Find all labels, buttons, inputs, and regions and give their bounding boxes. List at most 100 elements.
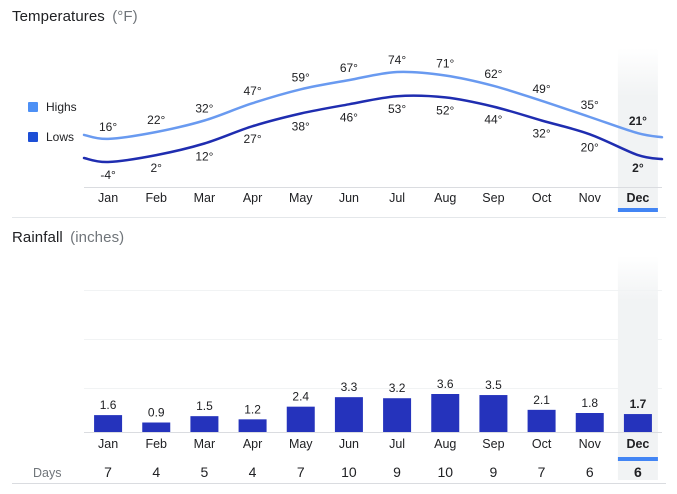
rain-value-label: 1.7 (630, 397, 647, 411)
rain-days-value: 9 (393, 464, 401, 480)
rain-days-value: 10 (341, 464, 357, 480)
month-label-temps[interactable]: Jan (98, 191, 118, 205)
high-temp-label: 74° (388, 53, 406, 67)
rain-value-label: 1.2 (244, 402, 261, 416)
rain-bar[interactable] (286, 406, 315, 432)
month-label-temps[interactable]: Aug (434, 191, 456, 205)
legend-highs-label: Highs (46, 100, 77, 114)
month-label-temps[interactable]: Jun (339, 191, 359, 205)
month-label-rain[interactable]: Mar (194, 437, 216, 451)
rainfall-unit-text: (inches) (70, 229, 125, 246)
temperatures-unit-text: (°F) (112, 8, 138, 25)
highs-line (82, 70, 664, 141)
high-temp-label: 16° (99, 120, 117, 134)
month-label-rain[interactable]: Sep (482, 437, 504, 451)
high-temp-label: 35° (581, 98, 599, 112)
rain-days-value: 9 (490, 464, 498, 480)
month-label-temps[interactable]: Sep (482, 191, 504, 205)
low-temp-label: 38° (292, 120, 310, 134)
month-label-rain[interactable]: Apr (243, 437, 262, 451)
selected-month-underline-rain (617, 457, 658, 461)
rain-bar[interactable] (479, 395, 508, 432)
rain-value-label: 3.2 (389, 381, 406, 395)
rain-value-label: 3.5 (485, 378, 502, 392)
rainfall-section-title: Rainfall (inches) (12, 229, 124, 246)
rain-days-value: 4 (152, 464, 160, 480)
rain-bar[interactable] (238, 419, 267, 432)
rain-value-label: 1.5 (196, 399, 213, 413)
rain-bar[interactable] (94, 415, 123, 432)
rain-days-value: 6 (634, 464, 642, 480)
month-label-temps[interactable]: Oct (532, 191, 552, 205)
high-temp-label: 21° (629, 114, 647, 128)
high-temp-label: 71° (436, 56, 454, 70)
rain-bar[interactable] (334, 397, 363, 432)
highs-swatch-icon (28, 102, 38, 112)
high-temp-label: 22° (147, 113, 165, 127)
rain-days-value: 10 (437, 464, 453, 480)
rainfall-title-text: Rainfall (12, 229, 63, 246)
rain-bar[interactable] (383, 398, 412, 432)
month-label-rain[interactable]: Dec (626, 437, 649, 451)
rain-days-value: 7 (538, 464, 546, 480)
month-label-rain[interactable]: May (289, 437, 313, 451)
rain-bar[interactable] (527, 409, 556, 432)
lows-swatch-icon (28, 132, 38, 142)
month-label-temps[interactable]: Apr (243, 191, 262, 205)
low-temp-label: 32° (533, 126, 551, 140)
month-label-temps[interactable]: Nov (579, 191, 602, 205)
rain-bar[interactable] (623, 414, 652, 432)
temperatures-section-title: Temperatures (°F) (12, 8, 138, 25)
rain-bar[interactable] (142, 422, 171, 433)
rain-value-label: 2.1 (533, 393, 550, 407)
lows-line (82, 94, 664, 164)
selected-month-underline-temps (617, 208, 658, 212)
high-temp-label: 49° (533, 82, 551, 96)
rain-value-label: 3.6 (437, 377, 454, 391)
rain-value-label: 2.4 (292, 390, 309, 404)
month-label-temps[interactable]: May (289, 191, 313, 205)
high-temp-label: 32° (195, 101, 213, 115)
rain-value-label: 3.3 (341, 380, 358, 394)
low-temp-label: 27° (244, 132, 262, 146)
month-label-rain[interactable]: Jun (339, 437, 359, 451)
high-temp-label: 62° (484, 67, 502, 81)
rain-days-value: 5 (201, 464, 209, 480)
high-temp-label: 47° (244, 84, 262, 98)
low-temp-label: -4° (100, 168, 116, 182)
rain-value-label: 1.8 (581, 396, 598, 410)
month-label-temps[interactable]: Dec (626, 191, 649, 205)
month-label-rain[interactable]: Feb (145, 437, 167, 451)
low-temp-label: 46° (340, 110, 358, 124)
rain-days-value: 7 (104, 464, 112, 480)
low-temp-label: 20° (581, 140, 599, 154)
rain-days-value: 6 (586, 464, 594, 480)
month-label-rain[interactable]: Jan (98, 437, 118, 451)
days-row-label: Days (33, 466, 62, 480)
legend-lows-label: Lows (46, 130, 75, 144)
legend-lows: Lows (28, 130, 74, 144)
month-label-rain[interactable]: Oct (532, 437, 552, 451)
month-label-temps[interactable]: Feb (145, 191, 167, 205)
low-temp-label: 2° (151, 161, 163, 175)
month-label-rain[interactable]: Jul (389, 437, 405, 451)
low-temp-label: 44° (484, 113, 502, 127)
legend-highs: Highs (28, 100, 77, 114)
month-label-temps[interactable]: Mar (194, 191, 216, 205)
rain-value-label: 0.9 (148, 406, 165, 420)
month-label-rain[interactable]: Nov (579, 437, 602, 451)
low-temp-label: 53° (388, 102, 406, 116)
month-label-rain[interactable]: Aug (434, 437, 456, 451)
rain-bar[interactable] (575, 413, 604, 432)
rain-bar[interactable] (190, 416, 219, 432)
high-temp-label: 67° (340, 61, 358, 75)
month-label-temps[interactable]: Jul (389, 191, 405, 205)
high-temp-label: 59° (292, 70, 310, 84)
rain-days-value: 7 (297, 464, 305, 480)
rain-days-value: 4 (249, 464, 257, 480)
rain-value-label: 1.6 (100, 398, 117, 412)
rain-bar[interactable] (431, 394, 460, 432)
temperatures-title-text: Temperatures (12, 8, 105, 25)
